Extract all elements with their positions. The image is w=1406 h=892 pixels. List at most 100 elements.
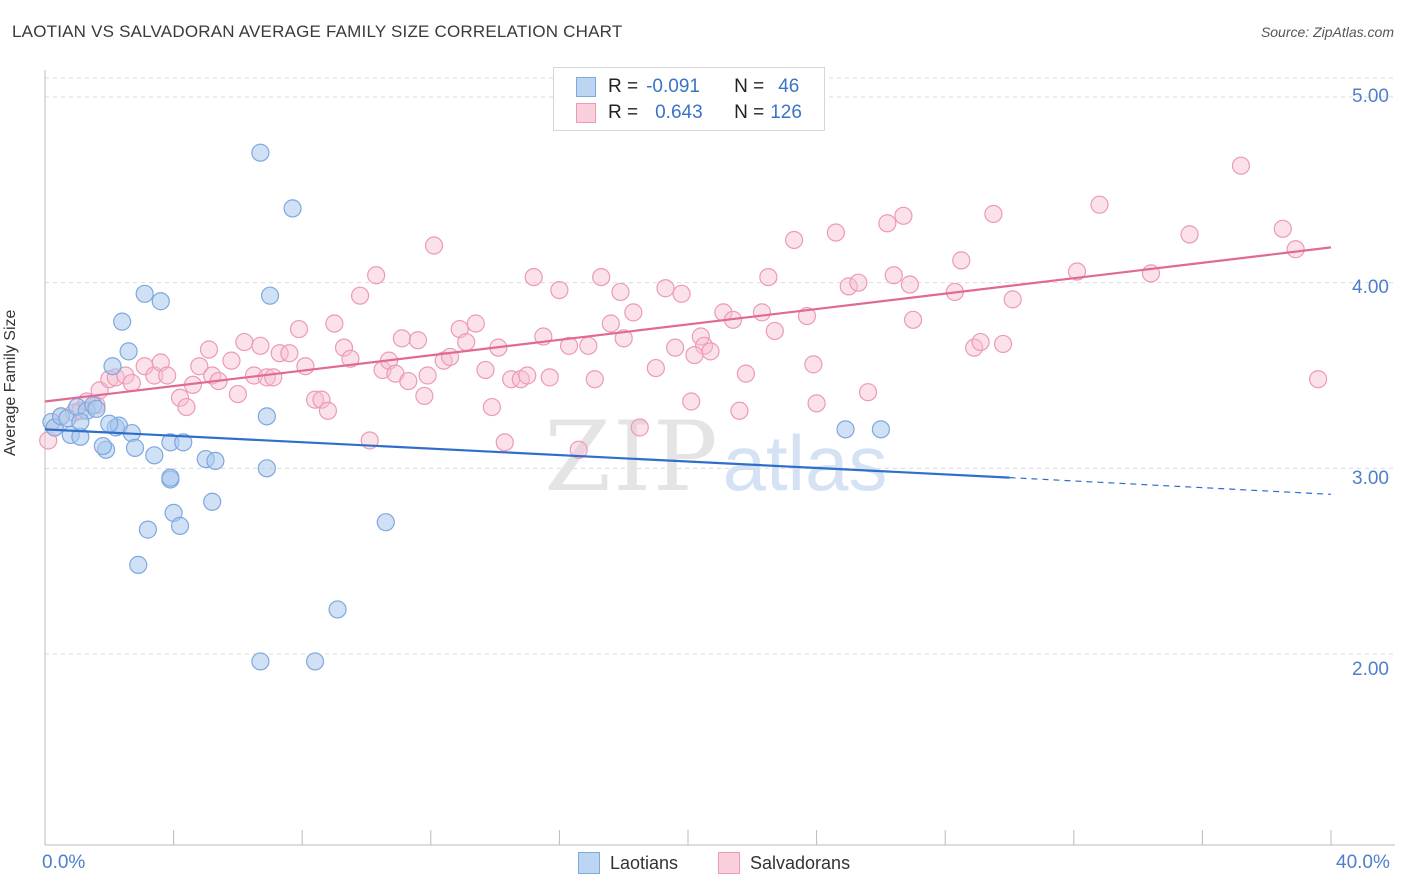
salvadoran-point	[849, 273, 868, 292]
watermark: ZIP atlas	[544, 401, 887, 513]
salvadoran-point	[884, 266, 903, 285]
salvadoran-point	[518, 366, 537, 385]
laotian-swatch	[576, 77, 596, 97]
laotian-swatch	[578, 852, 600, 874]
laotian-point	[257, 459, 276, 478]
laotian-point	[283, 199, 302, 218]
y-tick-label: 5.00	[1352, 86, 1389, 107]
laotian-point	[251, 652, 270, 671]
salvadoran-point	[1309, 370, 1328, 389]
salvadoran-point	[540, 368, 559, 387]
laotian-point	[251, 143, 270, 162]
salvadoran-point	[158, 366, 177, 385]
salvadoran-point	[807, 394, 826, 413]
salvadoran-point	[682, 392, 701, 411]
laotian-point	[135, 284, 154, 303]
salvadoran-point	[601, 314, 620, 333]
salvadoran-point	[334, 338, 354, 357]
salvadoran-point	[550, 280, 569, 300]
salvadoran-point	[199, 340, 219, 359]
n-label: N =	[734, 76, 765, 97]
salvadoran-point	[289, 319, 309, 339]
salvadoran-point	[952, 251, 971, 270]
salvadoran-point	[1003, 290, 1022, 309]
salvadoran-point	[797, 306, 817, 326]
salvadoran-point	[305, 390, 325, 409]
laotian-point	[328, 600, 347, 619]
salvadoran-point	[1286, 240, 1305, 259]
laotian-point	[206, 451, 225, 471]
salvadoran-points	[39, 156, 1328, 459]
salvadoran-point	[730, 401, 749, 420]
salvadoran-point	[466, 314, 485, 333]
laotian-point	[100, 414, 119, 433]
n-value: 46	[778, 76, 800, 97]
salvadoran-point	[579, 336, 598, 355]
salvadoran-point	[116, 366, 135, 385]
salvadoran-point	[656, 279, 675, 298]
laotian-point	[145, 446, 164, 465]
r-value: -0.091	[646, 76, 700, 97]
legend-row-laotians: R = -0.091 N = 46	[576, 76, 799, 98]
salvadoran-point	[122, 373, 141, 393]
salvadoran-point	[559, 336, 579, 355]
y-tick-label: 4.00	[1352, 277, 1389, 298]
laotian-trend-line	[44, 428, 1010, 479]
salvadoran-point	[894, 206, 913, 225]
salvadoran-point	[672, 284, 691, 303]
legend-label: Laotians	[610, 852, 679, 873]
salvadoran-point	[1273, 219, 1292, 238]
correlation-legend: R = -0.091 N = 46 R = 0.643 N = 126	[553, 67, 825, 131]
laotian-point	[151, 292, 170, 311]
r-value: 0.643	[655, 102, 703, 123]
salvadoran-point	[257, 368, 276, 387]
salvadoran-point	[341, 349, 360, 368]
salvadoran-point	[646, 358, 665, 378]
laotian-point	[836, 420, 855, 439]
salvadoran-point	[424, 236, 444, 255]
salvadoran-point	[418, 366, 437, 385]
salvadoran-point	[592, 267, 611, 287]
salvadoran-point	[900, 275, 919, 294]
salvadoran-point	[826, 223, 845, 242]
salvadoran-point	[228, 384, 247, 404]
salvadoran-point	[839, 277, 858, 296]
salvadoran-point	[392, 329, 411, 348]
salvadoran-point	[482, 397, 501, 417]
laotian-point	[376, 513, 395, 532]
axes	[44, 70, 1395, 846]
salvadoran-point	[270, 344, 289, 363]
salvadoran-point	[1067, 262, 1087, 281]
y-tick-label: 3.00	[1352, 468, 1389, 489]
salvadoran-point	[701, 342, 720, 361]
salvadoran-point	[624, 303, 643, 322]
r-label: R =	[608, 76, 639, 97]
salvadoran-point	[858, 383, 878, 402]
salvadoran-point	[903, 310, 923, 329]
salvadoran-point	[993, 334, 1013, 354]
salvadoran-point	[804, 355, 823, 374]
n-value: 126	[770, 102, 802, 123]
salvadoran-point	[190, 357, 209, 376]
salvadoran-point	[235, 332, 254, 352]
laotian-point	[161, 468, 180, 487]
salvadoran-point	[878, 214, 897, 233]
salvadoran-point	[177, 397, 196, 417]
salvadoran-point	[614, 329, 633, 348]
laotian-point	[113, 312, 132, 331]
source-label: Source: ZipAtlas.com	[1260, 24, 1394, 40]
laotian-point	[174, 433, 193, 452]
salvadoran-point	[736, 364, 755, 383]
salvadoran-point	[325, 314, 344, 333]
salvadoran-point	[1231, 156, 1251, 175]
salvadoran-point	[685, 345, 704, 365]
legend-label: Salvadorans	[750, 852, 851, 873]
trend-lines	[44, 246, 1332, 495]
laotian-point	[170, 516, 190, 535]
salvadoran-trend-line	[44, 246, 1332, 403]
salvadoran-point	[585, 370, 604, 389]
salvadoran-point	[971, 332, 990, 352]
salvadoran-point	[1090, 195, 1109, 214]
laotian-point	[119, 342, 138, 361]
